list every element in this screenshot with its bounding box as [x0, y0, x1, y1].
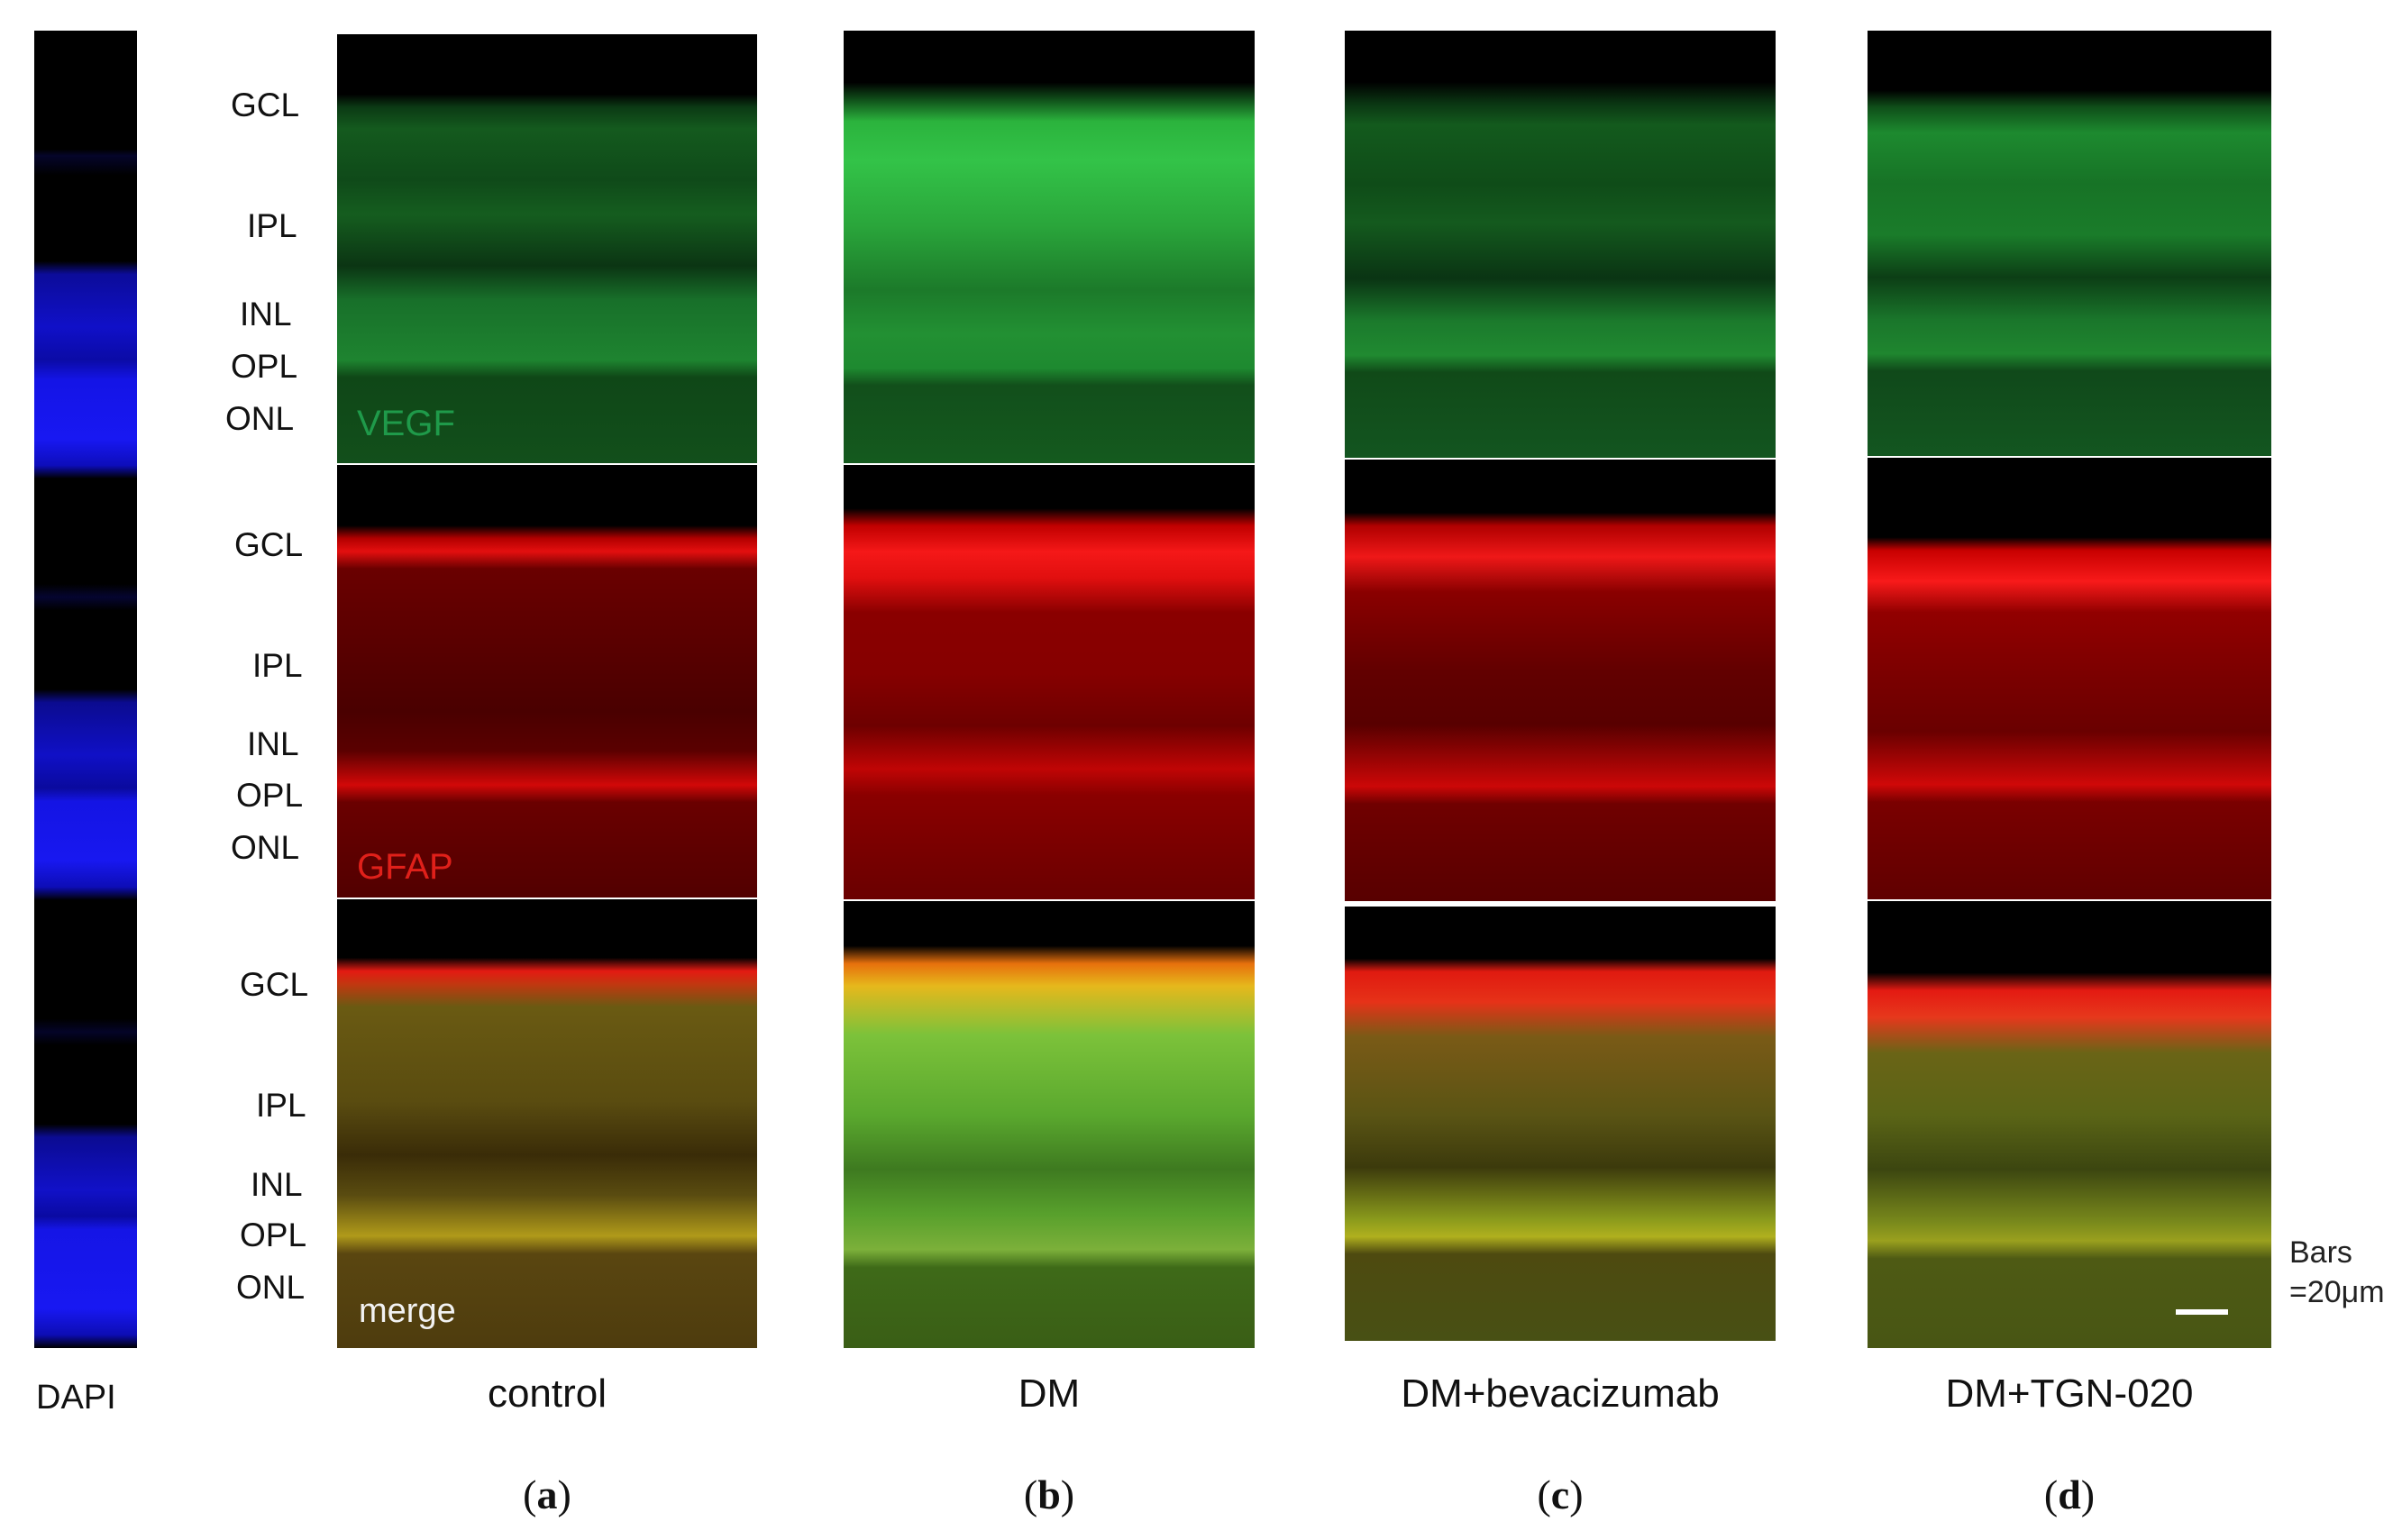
layer-label-opl: OPL — [236, 777, 304, 814]
micrograph-tgn020-merge — [1868, 901, 2271, 1348]
micrograph-bevacizumab-vegf — [1345, 31, 1776, 458]
micrograph-tgn020-gfap — [1868, 458, 2271, 899]
scale-bar-label-line1: Bars — [2289, 1235, 2352, 1270]
dapi-strip-image — [34, 31, 137, 1348]
column-label-control: control — [487, 1371, 607, 1416]
layer-label-inl: INL — [251, 1166, 303, 1203]
panel-letter-a: (a) — [523, 1472, 571, 1517]
micrograph-tgn020-vegf — [1868, 31, 2271, 456]
column-label-bevacizumab: DM+bevacizumab — [1401, 1371, 1720, 1416]
layer-label-opl: OPL — [240, 1217, 307, 1253]
layer-label-ipl: IPL — [256, 1087, 306, 1124]
row-marker-merge: merge — [359, 1292, 456, 1330]
layer-label-ipl: IPL — [247, 207, 297, 244]
micrograph-dm-gfap — [844, 465, 1255, 899]
dapi-label: DAPI — [36, 1379, 116, 1417]
scale-bar-label-line2: =20μm — [2289, 1275, 2385, 1309]
row-marker-vegf: VEGF — [357, 404, 455, 443]
row-marker-gfap: GFAP — [357, 847, 453, 887]
layer-label-inl: INL — [247, 725, 299, 762]
panel-letter-d: (d) — [2043, 1472, 2096, 1517]
layer-label-ipl: IPL — [252, 647, 303, 684]
micrograph-dm-vegf — [844, 31, 1255, 463]
layer-label-gcl: GCL — [231, 87, 300, 123]
micrograph-control-vegf — [337, 34, 757, 463]
panel-letter-d-text: d — [2058, 1472, 2081, 1517]
layer-label-gcl: GCL — [234, 526, 304, 563]
panel-letter-c: (c) — [1537, 1472, 1584, 1517]
layer-label-opl: OPL — [231, 348, 298, 385]
scale-bar — [2176, 1309, 2228, 1315]
column-label-tgn020: DM+TGN-020 — [1945, 1371, 2194, 1416]
panel-letter-b-text: b — [1037, 1472, 1061, 1517]
layer-label-gcl: GCL — [240, 966, 309, 1003]
micrograph-dm-merge — [844, 901, 1255, 1348]
layer-label-onl: ONL — [231, 829, 300, 866]
micrograph-bevacizumab-merge — [1345, 907, 1776, 1341]
layer-label-onl: ONL — [225, 400, 295, 437]
layer-label-inl: INL — [240, 296, 292, 333]
micrograph-control-merge — [337, 899, 757, 1348]
panel-letter-a-text: a — [536, 1472, 558, 1517]
scale-bar-label: Bars =20μm — [2289, 1233, 2385, 1312]
column-label-dm: DM — [1018, 1371, 1081, 1416]
panel-letter-b: (b) — [1023, 1472, 1075, 1517]
micrograph-control-gfap — [337, 465, 757, 898]
micrograph-bevacizumab-gfap — [1345, 460, 1776, 901]
panel-letter-c-text: c — [1550, 1472, 1570, 1517]
layer-label-onl: ONL — [236, 1269, 306, 1306]
